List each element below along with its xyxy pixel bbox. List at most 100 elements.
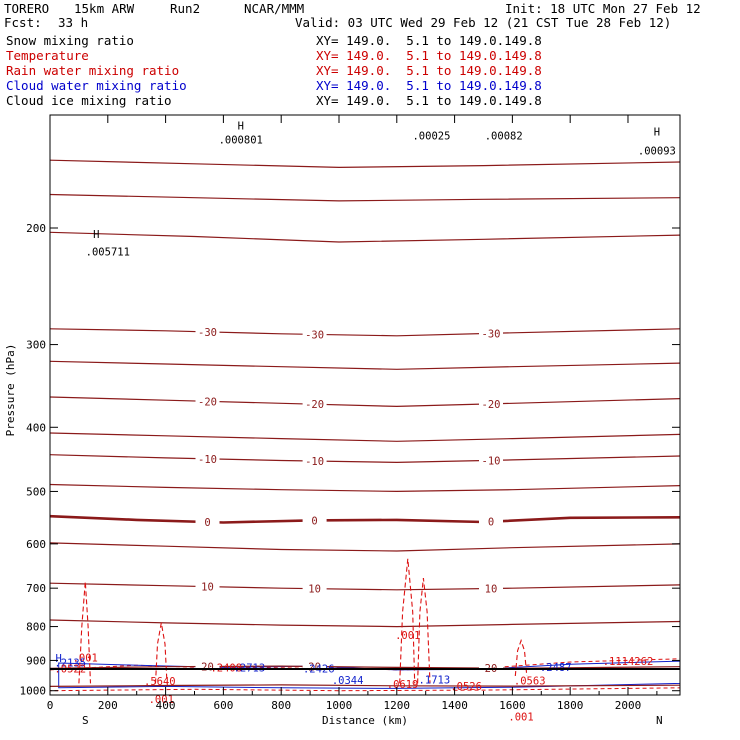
- legend-name-snow: Snow mixing ratio: [6, 33, 134, 48]
- temperature-label: 0: [204, 517, 210, 529]
- temperature-contour-1: [49, 193, 681, 202]
- y-tick-label: 400: [26, 421, 46, 434]
- maximum-label: .2135: [54, 658, 86, 670]
- temperature-label: -20: [482, 399, 501, 411]
- x-tick-label: 200: [98, 699, 118, 712]
- maximum-label: H: [654, 127, 660, 139]
- temperature-contour-8: [49, 483, 681, 493]
- temperature-label: -20: [198, 396, 217, 408]
- y-axis-label: Pressure (hPa): [4, 344, 17, 437]
- temperature-label: -30: [198, 327, 217, 339]
- south-label: S: [82, 714, 89, 727]
- x-axis-label: Distance (km): [322, 714, 408, 727]
- temperature-label-bg: [302, 328, 327, 340]
- rain-contour-label: .001: [73, 653, 98, 665]
- temperature-label: 0: [488, 517, 494, 529]
- temperature-label: -10: [482, 455, 501, 467]
- temperature-contour-12: [49, 619, 681, 628]
- x-tick-label: 1800: [557, 699, 584, 712]
- maximum-label: H: [56, 653, 62, 665]
- temperature-contour-6: [49, 432, 681, 442]
- temperature-contour-5: [49, 396, 681, 408]
- y-tick-label: 300: [26, 339, 46, 352]
- maximum-label: .000801: [219, 134, 263, 146]
- y-tick-label: 800: [26, 621, 46, 634]
- rain-contour-2: [399, 558, 416, 684]
- legend-name-cloud-ice: Cloud ice mixing ratio: [6, 93, 172, 108]
- rain-contour-label: .001: [149, 694, 174, 706]
- maximum-label: .0563: [514, 675, 546, 687]
- rain-band: [49, 658, 681, 692]
- maximum-label: H: [93, 229, 99, 241]
- temperature-contour-11: [49, 582, 681, 591]
- legend-name-cloud-water: Cloud water mixing ratio: [6, 78, 187, 93]
- x-tick-label: 800: [271, 699, 291, 712]
- temperature-contour-9: [49, 514, 681, 524]
- temperature-label: 10: [201, 582, 214, 594]
- maximum-label: .00093: [638, 146, 676, 158]
- temperature-label-bg: [479, 454, 503, 466]
- rain-contour-3: [417, 578, 431, 684]
- x-tick-label: 2000: [615, 699, 642, 712]
- temperature-label-bg: [302, 582, 327, 594]
- fcst-label: Fcst:: [4, 15, 42, 30]
- temperature-label: -30: [305, 329, 324, 341]
- temperature-contour-0: [49, 159, 681, 169]
- temperature-label: -30: [482, 328, 501, 340]
- legend-range-temperature: XY= 149.0. 5.1 to 149.0.149.8: [316, 48, 542, 63]
- temperature-contour-13: [49, 665, 681, 669]
- temperature-label: 0: [311, 515, 317, 527]
- legend-name-temperature: Temperature: [6, 48, 89, 63]
- run-label: Run2: [170, 1, 201, 16]
- center-label: NCAR/MMM: [244, 1, 305, 16]
- temperature-contour-2: [49, 231, 681, 243]
- model-name: TORERO: [4, 1, 50, 16]
- maximum-label: H: [238, 121, 244, 133]
- temperature-contour-3: [49, 328, 681, 337]
- model-resolution: 15km ARW: [74, 1, 135, 16]
- legend-range-snow: XY= 149.0. 5.1 to 149.0.149.8: [316, 33, 542, 48]
- maximum-label: .00025: [412, 130, 450, 142]
- legend-name-rain: Rain water mixing ratio: [6, 63, 180, 78]
- temperature-contour-4: [49, 360, 681, 370]
- maximum-label: .0526: [450, 681, 482, 693]
- x-tick-label: 400: [156, 699, 176, 712]
- temperature-label: -10: [198, 454, 217, 466]
- y-tick-label: 900: [26, 654, 46, 667]
- x-tick-label: 1200: [384, 699, 411, 712]
- maximum-label: .0344: [332, 675, 364, 687]
- rain-contour-label: .001: [395, 630, 420, 642]
- temperature-label-bg: [195, 325, 220, 337]
- temperature-label: 10: [485, 583, 498, 595]
- temperature-label-bg: [302, 514, 327, 526]
- y-tick-label: 500: [26, 485, 46, 498]
- temperature-label-bg: [302, 398, 327, 410]
- temperature-label-bg: [195, 580, 220, 592]
- temperature-label-bg: [195, 395, 220, 407]
- temperature-contour-14: [49, 684, 681, 687]
- temperature-label-bg: [479, 397, 503, 409]
- north-label: N: [656, 714, 663, 727]
- fcst-value: 33 h: [58, 15, 89, 30]
- temperature-contours: -30 -30 -30 -20 -20 -20 -10 -10 -10 0 0 0 10 10 10 20 20…: [49, 159, 681, 687]
- temperature-contour-10: [49, 542, 681, 552]
- temperature-label: 20: [201, 662, 214, 674]
- x-tick-label: 1400: [441, 699, 468, 712]
- y-tick-label: 700: [26, 582, 46, 595]
- maximum-label: .5640: [144, 676, 176, 688]
- temperature-label-bg: [195, 452, 220, 464]
- legend-range-cloud-ice: XY= 149.0. 5.1 to 149.0.149.8: [316, 93, 542, 108]
- y-tick-label: 600: [26, 538, 46, 551]
- chart-header: TORERO 15km ARW Run2 NCAR/MMM Init: 18 U…: [0, 0, 740, 115]
- rain-contour-4: [514, 638, 528, 677]
- temperature-label-bg: [195, 660, 220, 672]
- temperature-label-bg: [195, 516, 220, 528]
- rain-contour-label: .001: [508, 712, 533, 724]
- legend-range-rain: XY= 149.0. 5.1 to 149.0.149.8: [316, 63, 542, 78]
- maximum-label: .005711: [86, 246, 130, 258]
- x-tick-label: 1600: [499, 699, 526, 712]
- maximum-label: .1713: [419, 674, 451, 686]
- x-tick-label: 1000: [326, 699, 353, 712]
- init-time: Init: 18 UTC Mon 27 Feb 12: [505, 1, 701, 16]
